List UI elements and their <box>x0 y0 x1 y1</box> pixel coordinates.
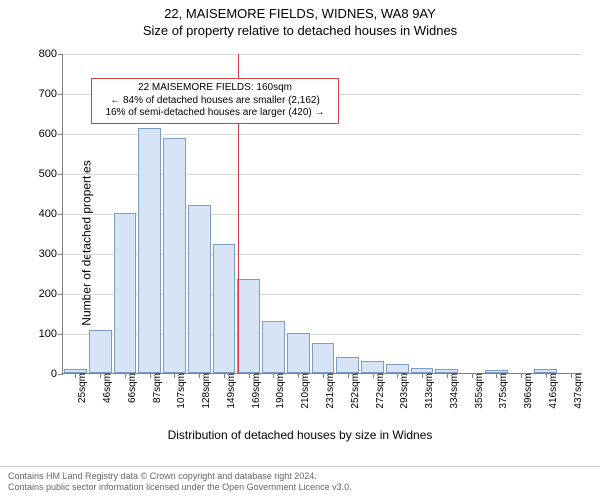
histogram-bar <box>361 361 384 373</box>
x-tick-label: 46sqm <box>96 373 113 403</box>
y-tick-label: 700 <box>39 88 63 100</box>
histogram-bar <box>188 205 211 373</box>
x-tick-label: 87sqm <box>146 373 163 403</box>
x-axis-label: Distribution of detached houses by size … <box>0 428 600 442</box>
histogram-bar <box>89 330 112 373</box>
x-tick-label: 355sqm <box>468 373 485 409</box>
x-tick-label: 396sqm <box>517 373 534 409</box>
x-tick-label: 416sqm <box>542 373 559 409</box>
x-tick-label: 231sqm <box>319 373 336 409</box>
x-tick-label: 190sqm <box>269 373 286 409</box>
x-tick-label: 313sqm <box>418 373 435 409</box>
y-tick-label: 200 <box>39 288 63 300</box>
histogram-bar <box>237 279 260 373</box>
x-tick-label: 25sqm <box>71 373 88 403</box>
histogram-bar <box>386 364 409 373</box>
annotation-line: 22 MAISEMORE FIELDS: 160sqm <box>98 82 332 95</box>
annotation-line: ← 84% of detached houses are smaller (2,… <box>98 95 332 108</box>
title-address: 22, MAISEMORE FIELDS, WIDNES, WA8 9AY <box>0 0 600 21</box>
histogram-bar <box>336 357 359 373</box>
gridline <box>63 54 582 55</box>
x-tick-label: 66sqm <box>121 373 138 403</box>
x-tick-label: 375sqm <box>492 373 509 409</box>
y-tick-label: 400 <box>39 208 63 220</box>
annotation-box: 22 MAISEMORE FIELDS: 160sqm← 84% of deta… <box>91 78 339 124</box>
y-tick-label: 800 <box>39 48 63 60</box>
title-subtitle: Size of property relative to detached ho… <box>0 21 600 38</box>
x-tick-label: 169sqm <box>245 373 262 409</box>
y-tick-label: 100 <box>39 328 63 340</box>
chart-area: Number of detached properties 0100200300… <box>0 48 600 438</box>
x-tick-label: 437sqm <box>567 373 584 409</box>
x-tick-label: 293sqm <box>393 373 410 409</box>
histogram-bar <box>138 128 161 373</box>
y-tick-label: 300 <box>39 248 63 260</box>
histogram-bar <box>114 213 137 373</box>
histogram-bar <box>213 244 236 373</box>
footer-line-1: Contains HM Land Registry data © Crown c… <box>8 471 592 483</box>
histogram-bar <box>287 333 310 373</box>
x-tick-label: 272sqm <box>369 373 386 409</box>
x-tick-label: 149sqm <box>220 373 237 409</box>
histogram-bar <box>262 321 285 373</box>
footer-attribution: Contains HM Land Registry data © Crown c… <box>0 466 600 498</box>
x-tick-label: 334sqm <box>443 373 460 409</box>
annotation-line: 16% of semi-detached houses are larger (… <box>98 107 332 120</box>
x-tick-label: 252sqm <box>344 373 361 409</box>
footer-line-2: Contains public sector information licen… <box>8 482 592 494</box>
y-tick-label: 500 <box>39 168 63 180</box>
x-tick-label: 128sqm <box>195 373 212 409</box>
histogram-bar <box>163 138 186 373</box>
x-tick-label: 210sqm <box>294 373 311 409</box>
y-tick-label: 0 <box>51 368 63 380</box>
y-tick-label: 600 <box>39 128 63 140</box>
histogram-bar <box>312 343 335 373</box>
x-tick-label: 107sqm <box>170 373 187 409</box>
plot-region: 010020030040050060070080025sqm46sqm66sqm… <box>62 54 582 374</box>
